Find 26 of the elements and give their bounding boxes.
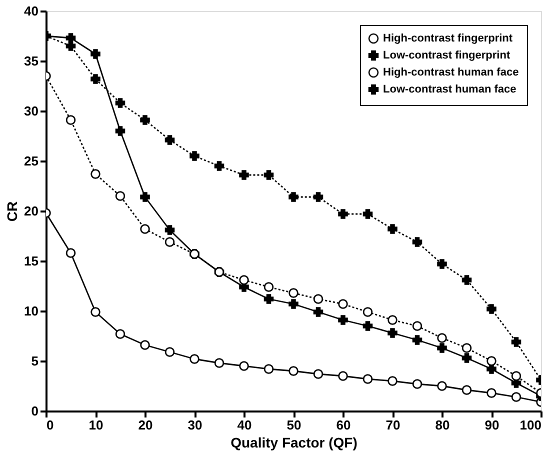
y-tick-label: 20 — [24, 204, 38, 218]
x-tick-label: 50 — [286, 418, 302, 432]
y-tick-label: 40 — [24, 4, 38, 18]
legend-label: High-contrast fingerprint — [383, 32, 513, 44]
y-tick-label: 35 — [24, 54, 38, 68]
x-tick-label: 90 — [484, 418, 500, 432]
y-tick-label: 15 — [24, 254, 38, 268]
x-axis-title: Quality Factor (QF) — [230, 434, 358, 450]
y-tick-label: 10 — [24, 304, 38, 318]
x-tick-label: 100 — [520, 418, 542, 432]
x-tick-label: 0 — [46, 418, 54, 432]
y-axis-title: CR — [4, 201, 20, 222]
y-tick-label: 25 — [24, 154, 38, 168]
y-tick-label: 30 — [24, 104, 38, 118]
legend-label: Low-contrast fingerprint — [383, 50, 510, 62]
x-tick-label: 40 — [237, 418, 252, 432]
x-tick-label: 80 — [435, 418, 450, 432]
legend-label: Low-contrast human face — [383, 84, 516, 96]
y-tick-label: 0 — [31, 404, 38, 418]
legend-label: High-contrast human face — [383, 66, 519, 78]
x-tick-label: 60 — [336, 418, 351, 432]
x-tick-label: 30 — [188, 418, 202, 432]
x-tick-label: 10 — [88, 418, 104, 432]
y-tick-label: 5 — [31, 354, 38, 368]
x-tick-label: 70 — [386, 418, 400, 432]
x-tick-label: 20 — [138, 418, 153, 432]
